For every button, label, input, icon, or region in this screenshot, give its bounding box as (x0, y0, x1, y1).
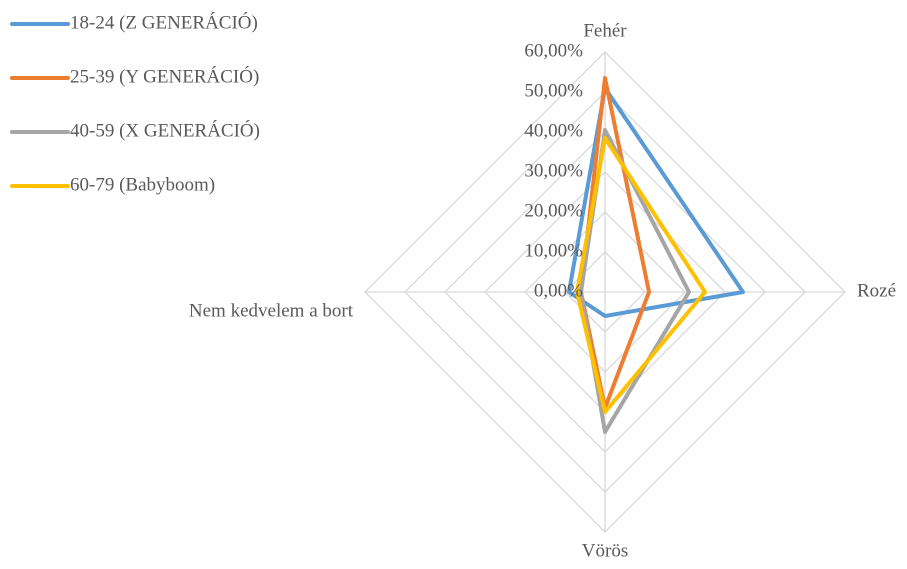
r-tick-label: 60,00% (524, 40, 583, 61)
legend-label: 18-24 (Z GENERÁCIÓ) (70, 11, 258, 33)
r-tick-label: 50,00% (524, 80, 583, 101)
legend-label: 40-59 (X GENERÁCIÓ) (70, 119, 260, 141)
series-line (567, 86, 745, 318)
r-tick-label: 0,00% (534, 280, 583, 301)
r-tick-label: 20,00% (524, 200, 583, 221)
series-line (575, 136, 707, 414)
legend-label: 60-79 (Babyboom) (70, 174, 215, 195)
category-label: Rozé (857, 280, 896, 301)
series-line (579, 128, 691, 434)
category-label: Nem kedvelem a bort (189, 300, 354, 321)
legend-label: 25-39 (Y GENERÁCIÓ) (70, 65, 259, 87)
r-tick-label: 10,00% (524, 240, 583, 261)
r-tick-label: 40,00% (524, 120, 583, 141)
category-label: Vörös (582, 540, 628, 561)
r-tick-label: 30,00% (524, 160, 583, 181)
category-label: Fehér (583, 20, 627, 41)
